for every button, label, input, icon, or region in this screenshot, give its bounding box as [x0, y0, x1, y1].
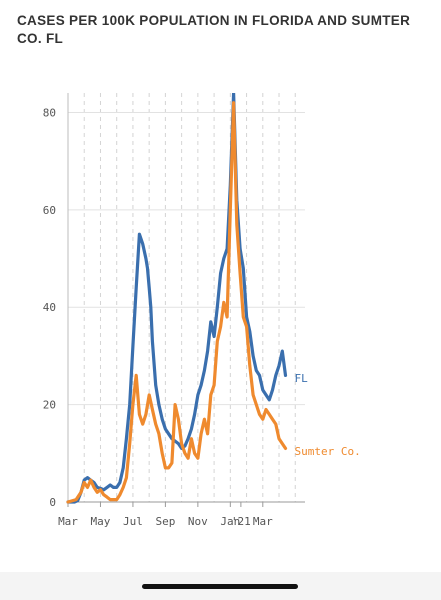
- series-label-sumter-co: Sumter Co.: [295, 445, 361, 458]
- bottom-system-bar: [0, 572, 441, 600]
- y-tick-label: 20: [43, 399, 56, 412]
- x-tick-label: Jan: [220, 515, 240, 528]
- x-tick-label: Nov: [188, 515, 208, 528]
- y-tick-label: 80: [43, 106, 56, 119]
- y-tick-label: 0: [49, 496, 56, 509]
- series-line-fl: [66, 93, 288, 504]
- x-tick-label: Mar: [58, 515, 78, 528]
- x-tick-label: '21: [231, 515, 251, 528]
- x-tick-label: Jul: [123, 515, 143, 528]
- series-label-fl: FL: [295, 372, 309, 385]
- chart-title: CASES PER 100K POPULATION IN FLORIDA AND…: [17, 13, 411, 46]
- y-tick-label: 60: [43, 204, 56, 217]
- x-tick-label: Sep: [155, 515, 175, 528]
- home-indicator[interactable]: [142, 584, 298, 589]
- series-line-sumter-co: [66, 101, 288, 504]
- y-tick-label: 40: [43, 301, 56, 314]
- x-tick-label: May: [91, 515, 111, 528]
- x-tick-label: Mar: [253, 515, 273, 528]
